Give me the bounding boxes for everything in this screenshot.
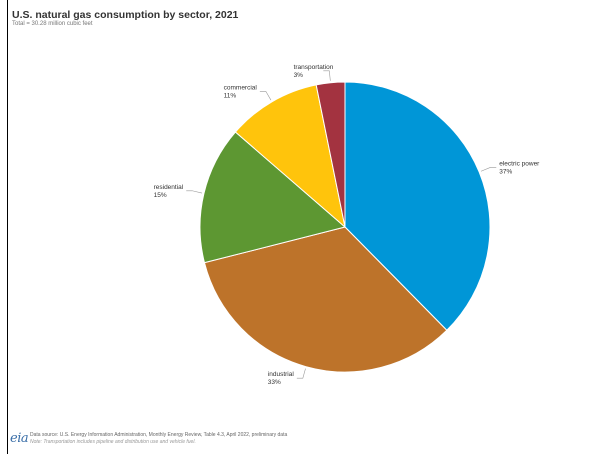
pie-leader-lines [186,70,497,379]
label-pct-commercial: 11% [224,92,237,99]
data-source-text: Data source: U.S. Energy Information Adm… [30,432,288,438]
pie-slice-residential[interactable] [199,131,347,264]
chart-footer: eia Data source: U.S. Energy Information… [10,430,590,450]
leader-line-residential [186,190,203,194]
left-border-rule [7,0,8,454]
label-pct-transportation: 3% [294,72,304,79]
label-commercial: commercial [224,84,258,91]
label-pct-industrial: 33% [268,379,281,386]
pie-slice-commercial[interactable] [234,84,346,229]
note-text: Note: Transportation includes pipeline a… [30,439,196,445]
label-pct-electric-power: 37% [499,168,512,175]
pie-slice-transportation[interactable] [315,81,346,228]
label-residential: residential [154,184,184,191]
pie-slices [199,81,491,373]
label-transportation: transportation [294,64,334,71]
leader-line-industrial [296,368,306,379]
label-pct-residential: 15% [154,192,167,199]
label-electric-power: electric power [499,160,540,167]
pie-slice-electric-power[interactable] [344,81,491,331]
leader-line-transportation [323,70,331,81]
eia-logo: eia [10,431,29,446]
chart-title: U.S. natural gas consumption by sector, … [12,9,239,21]
pie-slice-industrial[interactable] [203,226,448,373]
leader-line-commercial [259,91,272,101]
label-industrial: industrial [268,371,295,378]
leader-line-electric-power [480,167,497,172]
chart-subtitle: Total = 30.28 million cubic feet [12,21,93,27]
